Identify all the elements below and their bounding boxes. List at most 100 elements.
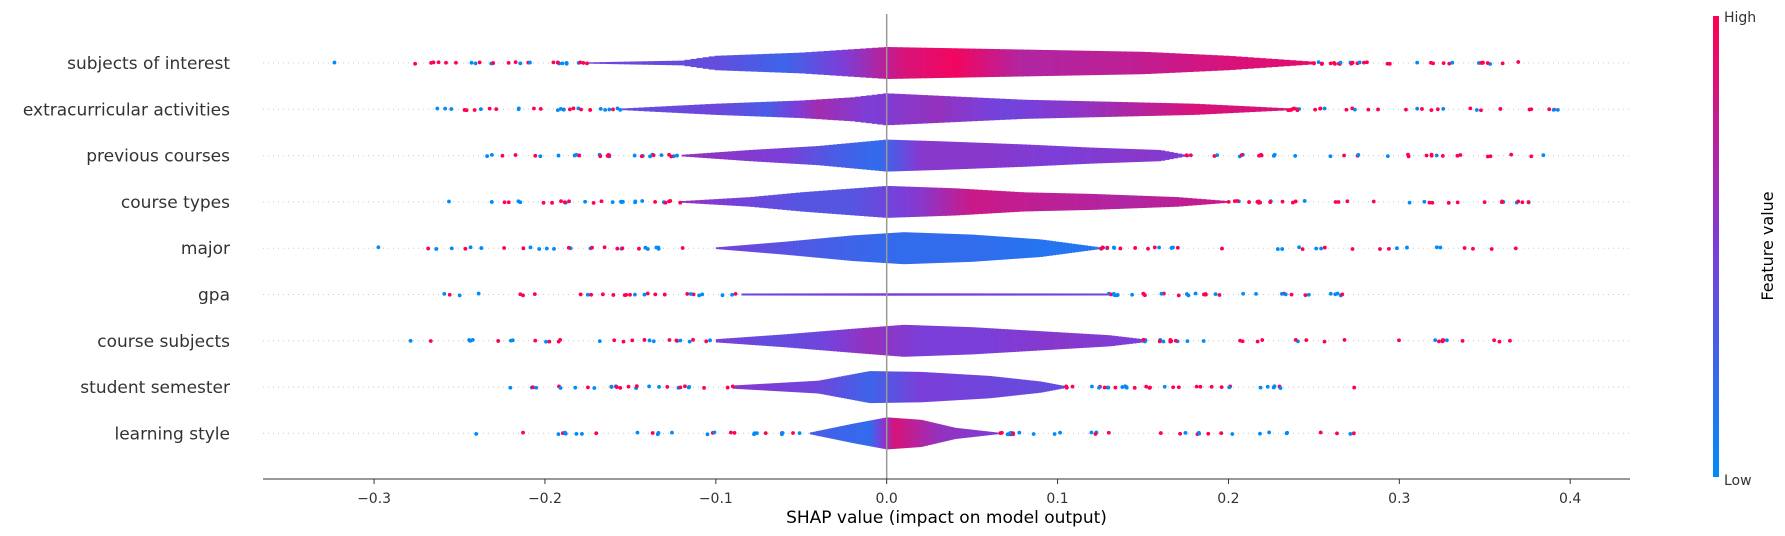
shap-point (579, 107, 583, 112)
violin-slice (1138, 102, 1145, 117)
violin-slice (705, 104, 712, 115)
violin-slice (1210, 199, 1216, 204)
violin-slice (1295, 60, 1303, 66)
violin-slice (905, 94, 912, 125)
violin-slice (774, 383, 778, 392)
violin-slice (904, 232, 909, 265)
violin-slice (902, 47, 910, 79)
violin-slice (832, 377, 837, 397)
violin-slice (744, 244, 749, 252)
violin-slice (941, 187, 947, 216)
violin-slice (1013, 378, 1017, 396)
violin-slice (945, 188, 952, 216)
shap-point (533, 338, 538, 343)
violin-slice (1058, 242, 1063, 255)
shap-point (1500, 61, 1505, 66)
violin-slice (1041, 293, 1046, 296)
violin-slice (880, 418, 883, 449)
violin-slice (722, 338, 728, 344)
shap-point (1011, 431, 1016, 436)
shap-point (1434, 245, 1439, 250)
violin-slice (974, 375, 978, 400)
violin-slice (769, 335, 774, 347)
violin-slice (993, 328, 998, 354)
violin-slice (955, 188, 961, 216)
shap-point (642, 292, 647, 297)
feature-row: subjects of interest (67, 47, 1630, 79)
shap-point (544, 246, 549, 251)
violin-slice (895, 232, 900, 264)
violin-slice (1160, 196, 1166, 208)
violin-slice (997, 236, 1002, 260)
feature-row: student semester (80, 371, 1630, 404)
violin-slice (957, 374, 962, 401)
violin-slice (916, 419, 919, 448)
violin-slice (685, 154, 691, 157)
violin-slice (699, 104, 706, 115)
shap-point (1293, 337, 1298, 342)
violin-slice (860, 96, 867, 123)
shap-point (1344, 107, 1349, 112)
violin-slice (1093, 293, 1098, 296)
violin-slice (1038, 100, 1045, 119)
violin-slice (964, 293, 969, 296)
violin-slice (830, 293, 834, 296)
violin-slice (962, 48, 970, 78)
violin-slice (805, 100, 812, 119)
shap-point (513, 60, 518, 65)
violin-slice (817, 51, 825, 75)
violin-slice (1173, 152, 1178, 159)
violin-slice (1016, 293, 1021, 296)
violin-slice (978, 235, 983, 262)
violin-slice (870, 140, 876, 171)
violin-slice (985, 431, 988, 436)
violin-slice (869, 234, 874, 263)
violin-slice (765, 148, 771, 163)
violin-slice (983, 293, 987, 296)
shap-point (447, 199, 451, 204)
violin-slice (1247, 57, 1254, 69)
shap-point (376, 245, 381, 250)
violin-slice (599, 62, 607, 64)
violin-slice (980, 430, 983, 437)
shap-point (1303, 293, 1308, 298)
shap-point (1516, 60, 1521, 64)
violin-slice (882, 371, 887, 403)
violin-slice (835, 50, 843, 76)
violin-slice (902, 418, 905, 449)
shap-point (998, 431, 1003, 436)
violin-slice (955, 96, 962, 122)
shap-point (588, 108, 593, 112)
shap-point (1340, 292, 1345, 297)
violin-slice (916, 94, 923, 124)
violin-slice (702, 57, 710, 69)
violin-slice (732, 55, 740, 71)
violin-slice (1000, 191, 1006, 213)
violin-slice (783, 241, 787, 255)
violin-slice (820, 430, 823, 437)
shap-point (1267, 430, 1272, 435)
shap-point (1444, 338, 1449, 343)
violin-slice (830, 378, 834, 396)
violin-slice (758, 336, 763, 346)
shap-point (1335, 431, 1339, 436)
violin-slice (730, 338, 735, 344)
violin-slice (955, 293, 960, 296)
shap-point (1271, 153, 1276, 158)
violin-slice (1075, 293, 1079, 296)
violin-slice (820, 145, 826, 166)
violin-slice (1108, 51, 1115, 75)
violin-slice (977, 97, 984, 121)
violin-slice (1038, 293, 1043, 296)
violin-slice (908, 418, 911, 448)
feature-label: subjects of interest (67, 54, 230, 74)
violin-slice (848, 293, 853, 296)
violin-slice (977, 430, 980, 437)
shap-point (1366, 107, 1371, 112)
violin-slice (778, 148, 784, 163)
violin-slice (732, 102, 740, 116)
violin-slice (979, 142, 985, 169)
violin-slice (850, 188, 856, 216)
violin-slice (1132, 51, 1139, 75)
violin-slice (908, 47, 916, 79)
